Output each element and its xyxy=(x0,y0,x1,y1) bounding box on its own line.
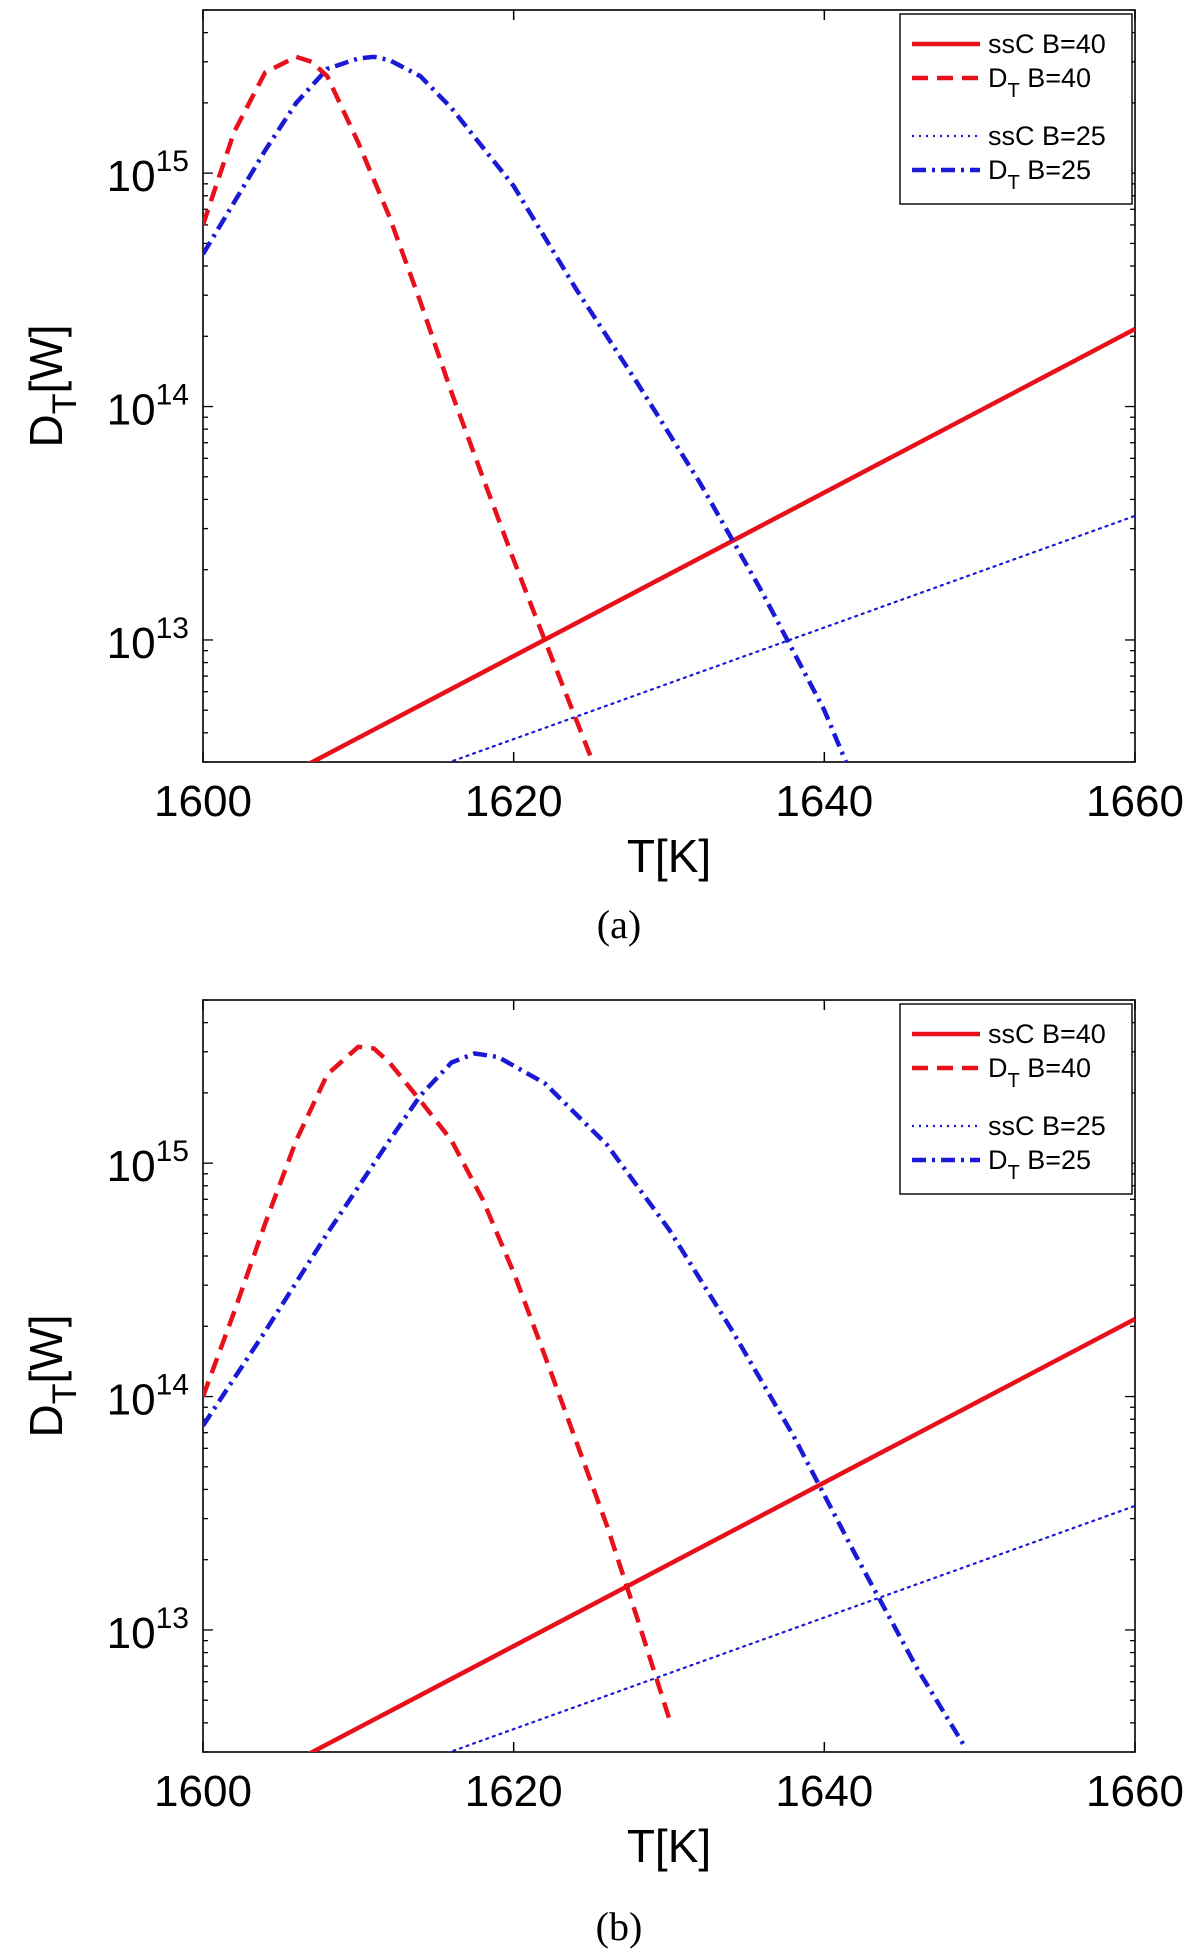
y-tick-label: 1015 xyxy=(107,1135,189,1191)
x-axis-label: T[K] xyxy=(627,830,711,882)
chart-panel-b: 1600 1620 1640 1660 1013 1014 1015 T[K] DT[W] ssC… xyxy=(20,999,1184,1949)
series-line-ssc-b-40 xyxy=(307,1317,1135,1752)
series-line-d-t-b-40 xyxy=(203,54,596,762)
y-axis-label: DT[W] xyxy=(20,325,84,448)
series-line-d-t-b-25 xyxy=(203,54,849,762)
legend-entry-label: ssC B=40 xyxy=(988,1019,1106,1049)
plot-frame xyxy=(202,9,1136,763)
legend-entry-label: ssC B=25 xyxy=(988,121,1106,151)
x-tick-label: 1640 xyxy=(775,1767,873,1816)
series-line-ssc-b-25 xyxy=(446,1504,1135,1752)
y-tick-label: 1014 xyxy=(107,1369,189,1425)
y-tick-label: 1014 xyxy=(107,379,189,435)
x-tick-label: 1620 xyxy=(465,777,563,826)
x-tick-label: 1600 xyxy=(154,1767,252,1816)
series-line-ssc-b-25 xyxy=(446,514,1135,762)
series-line-d-t-b-25 xyxy=(203,1051,967,1747)
x-tick-label: 1660 xyxy=(1086,777,1184,826)
x-tick-label: 1620 xyxy=(465,1767,563,1816)
legend-entry-label: ssC B=40 xyxy=(988,29,1106,59)
x-tick-label: 1660 xyxy=(1086,1767,1184,1816)
y-tick-label: 1015 xyxy=(107,145,189,201)
legend-entry-label: DT B=40 xyxy=(988,1053,1091,1092)
legend-entry-label: ssC B=25 xyxy=(988,1111,1106,1141)
legend-entry-label: DT B=25 xyxy=(988,155,1091,194)
x-tick-label: 1600 xyxy=(154,777,252,826)
y-tick-label: 1013 xyxy=(107,612,189,668)
panel-caption: (a) xyxy=(597,902,641,947)
x-tick-label: 1640 xyxy=(775,777,873,826)
chart-panel-a: 1600 1620 1640 1660 1013 1014 1015 T[K] DT[W] ssC… xyxy=(20,9,1184,947)
legend: ssC B=40 DT B=40 ssC B=25 DT B=25 xyxy=(899,1003,1133,1195)
plot-frame xyxy=(202,999,1136,1753)
series-line-d-t-b-40 xyxy=(203,1044,672,1719)
series-line-ssc-b-40 xyxy=(307,327,1135,762)
x-axis-label: T[K] xyxy=(627,1820,711,1872)
legend: ssC B=40 DT B=40 ssC B=25 DT B=25 xyxy=(899,13,1133,205)
panel-caption: (b) xyxy=(596,1904,643,1949)
legend-entry-label: DT B=25 xyxy=(988,1145,1091,1184)
y-axis-label: DT[W] xyxy=(20,1315,84,1438)
y-tick-label: 1013 xyxy=(107,1602,189,1658)
legend-entry-label: DT B=40 xyxy=(988,63,1091,102)
